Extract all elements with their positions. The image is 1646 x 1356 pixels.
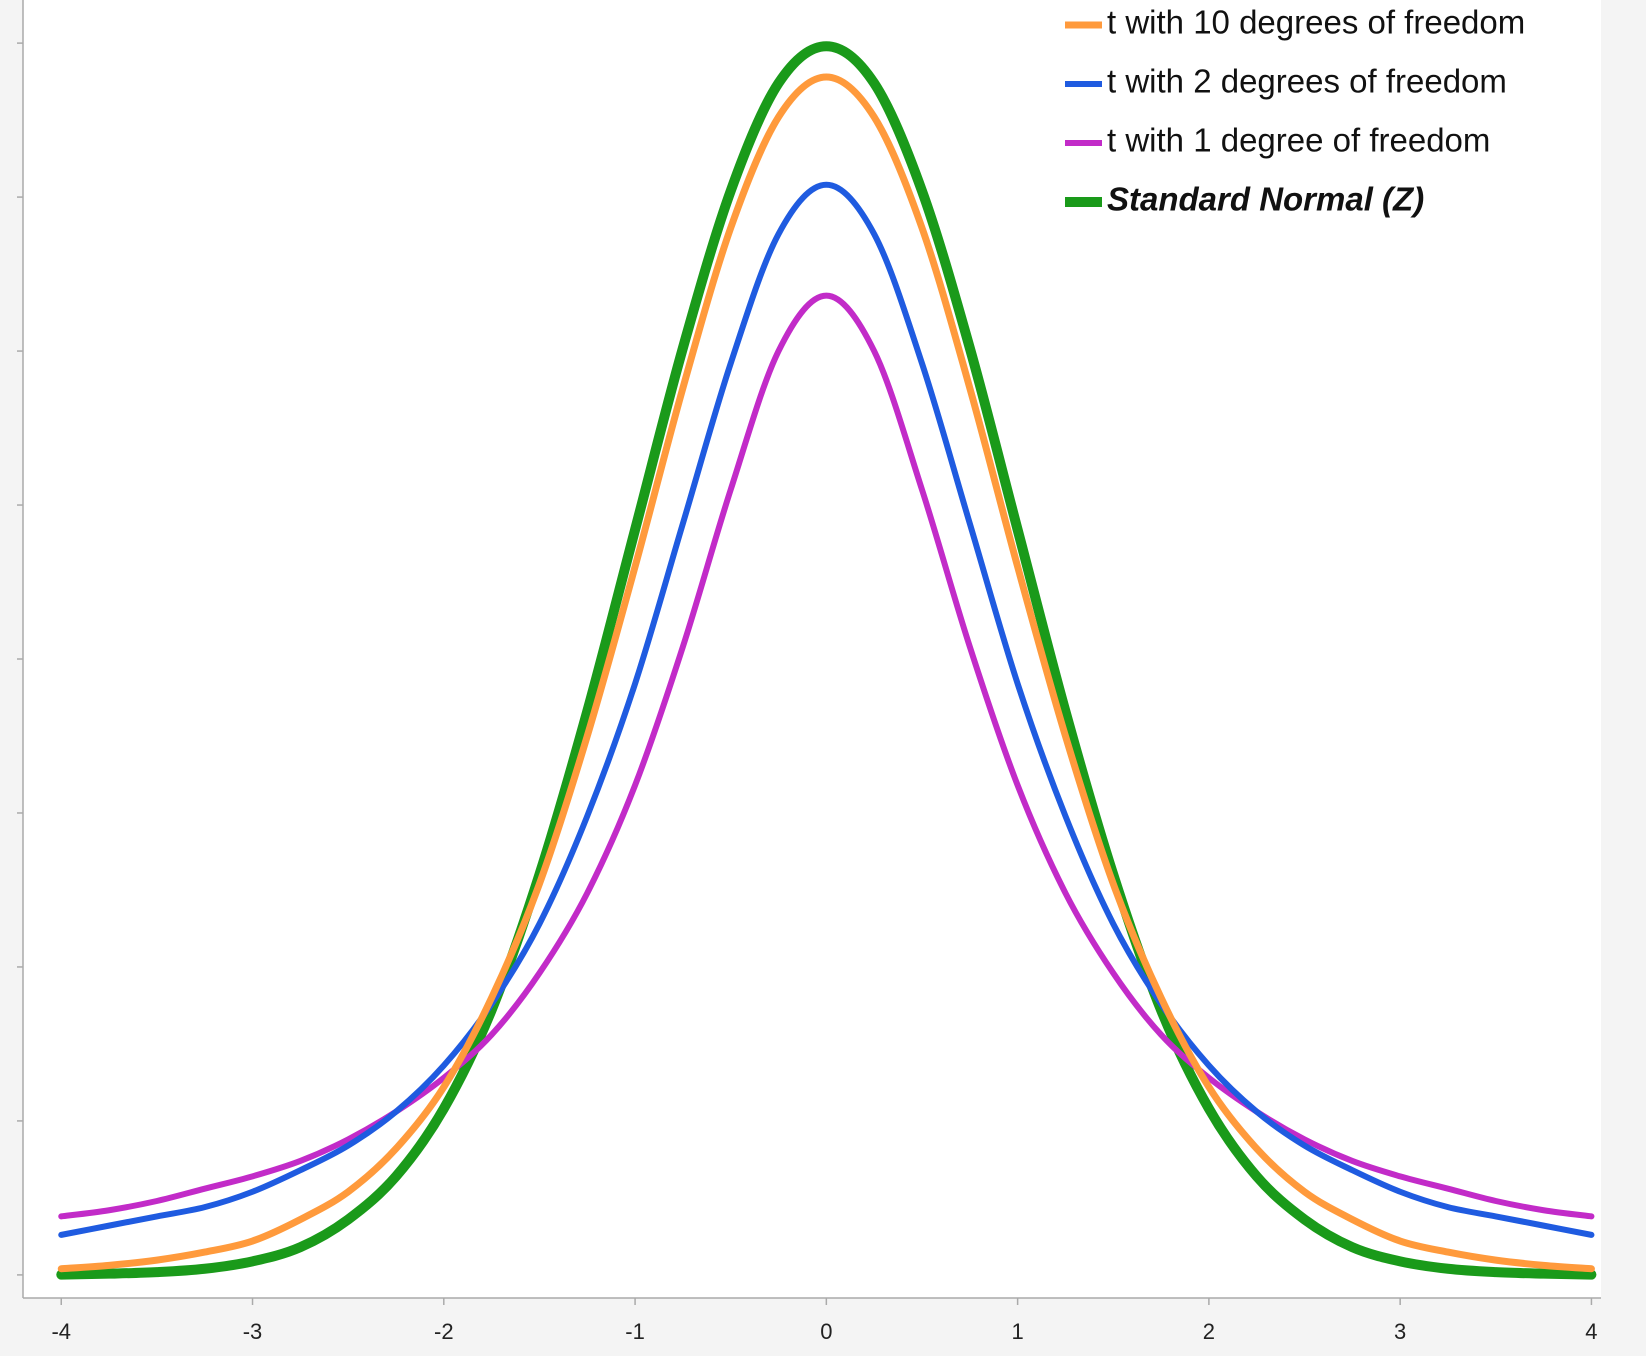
x-tick-label: -3 (243, 1319, 263, 1344)
line-series (58, 292, 1595, 1220)
x-tick-label: -4 (51, 1319, 71, 1344)
x-tick-label: 1 (1011, 1319, 1023, 1344)
line-series (58, 181, 1595, 1238)
x-tick-label: 2 (1203, 1319, 1215, 1344)
line-series (56, 41, 1597, 1280)
legend-label: t with 10 degrees of freedom (1107, 4, 1525, 41)
legend-label: t with 2 degrees of freedom (1107, 63, 1507, 100)
x-tick-label: -2 (434, 1319, 454, 1344)
x-tick-label: 4 (1585, 1319, 1597, 1344)
legend-label: t with 1 degree of freedom (1107, 122, 1490, 159)
plot-area (23, 0, 1601, 1298)
x-tick-label: -1 (625, 1319, 645, 1344)
x-tick-label: 0 (820, 1319, 832, 1344)
legend-label: Standard Normal (Z) (1107, 181, 1424, 218)
x-tick-label: 3 (1394, 1319, 1406, 1344)
line-series (57, 73, 1595, 1273)
